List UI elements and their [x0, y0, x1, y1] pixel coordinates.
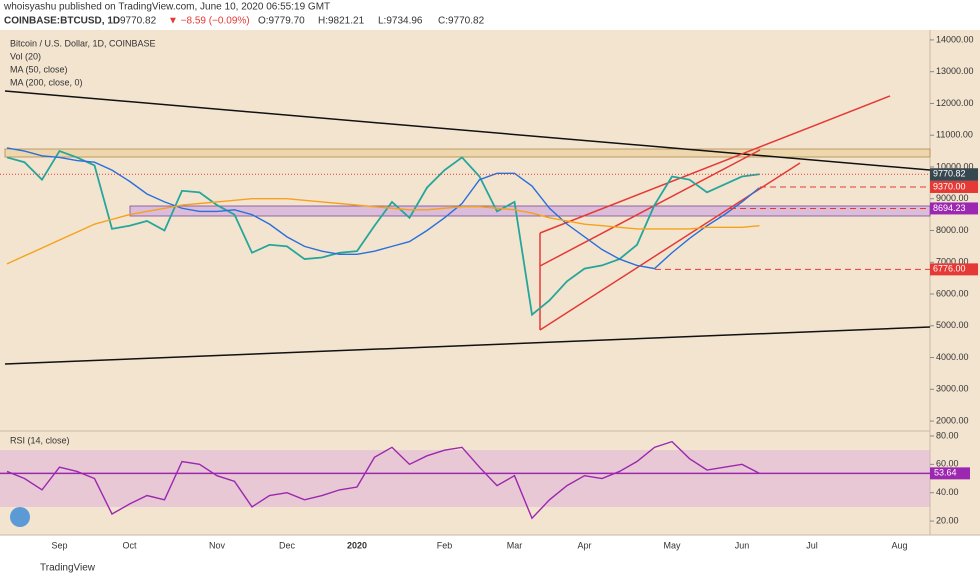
low: L:9734.96	[378, 16, 423, 27]
x-tick-label: 2020	[347, 540, 367, 550]
x-tick-label: Oct	[122, 540, 137, 550]
publisher: whoisyashu published on TradingView.com,…	[3, 2, 330, 13]
x-tick-label: Aug	[891, 540, 907, 550]
y-tick-label: 7000.00	[936, 257, 969, 267]
symbol-line: COINBASE:BTCUSD, 1D 9770.82 ▼ −8.59 (−0.…	[4, 16, 485, 27]
change: ▼ −8.59 (−0.09%)	[168, 16, 250, 27]
wedge-line	[539, 162, 801, 331]
legend-item: MA (50, close)	[10, 64, 68, 74]
legend-item: MA (200, close, 0)	[10, 77, 83, 87]
series-line	[6, 147, 760, 270]
resistance-zone	[4, 148, 931, 158]
wedge-line	[539, 149, 761, 267]
y-tick-label: 11000.00	[936, 130, 973, 140]
legend-item: Vol (20)	[10, 51, 41, 61]
last-price: 9770.82	[120, 16, 157, 27]
y-tick-label: 8000.00	[936, 225, 969, 235]
wedge-line	[539, 95, 891, 234]
x-tick-label: May	[663, 540, 681, 550]
rsi-band	[0, 450, 930, 507]
y-tick-label: 10000.00	[936, 161, 974, 171]
series-line	[6, 440, 760, 520]
y-tick-label: 2000.00	[936, 415, 969, 425]
high: H:9821.21	[318, 16, 365, 27]
axis-background	[930, 30, 980, 535]
y-tick-label: 14000.00	[936, 34, 974, 44]
y-tick-label: 20.00	[936, 515, 959, 525]
price-tag	[930, 168, 978, 181]
symbol: COINBASE:BTCUSD, 1D	[4, 16, 120, 27]
x-tick-label: Apr	[577, 540, 591, 550]
x-tick-label: Feb	[437, 540, 453, 550]
y-tick-label: 40.00	[936, 487, 959, 497]
series-line	[6, 198, 760, 265]
close: C:9770.82	[438, 16, 485, 27]
x-tick-label: Mar	[507, 540, 523, 550]
value-tag	[930, 467, 970, 480]
y-tick-label: 5000.00	[936, 320, 969, 330]
logo-button[interactable]	[10, 507, 30, 527]
y-tick-label: 80.00	[936, 430, 959, 440]
open: O:9779.70	[258, 16, 305, 27]
x-tick-label: Nov	[209, 540, 226, 550]
series-line	[6, 149, 760, 317]
price-tag	[930, 180, 978, 193]
price-tag-label: 6776.00	[933, 264, 966, 274]
trend-line	[4, 90, 931, 171]
legend-title: Bitcoin / U.S. Dollar, 1D, COINBASE	[10, 38, 156, 48]
x-tick-label: Jun	[735, 540, 750, 550]
x-tick-label: Jul	[806, 540, 818, 550]
y-tick-label: 6000.00	[936, 288, 969, 298]
price-tag-label: 9370.00	[933, 181, 966, 191]
y-tick-label: 9000.00	[936, 193, 969, 203]
pane-title: RSI (14, close)	[10, 435, 70, 445]
x-tick-label: Sep	[51, 540, 67, 550]
price-tag-label: 9770.82	[933, 169, 966, 179]
y-tick-label: 13000.00	[936, 66, 974, 76]
price-tag	[930, 202, 978, 215]
value-label: 53.64	[934, 468, 957, 478]
price-tag	[930, 263, 978, 276]
y-tick-label: 60.00	[936, 459, 959, 469]
y-tick-label: 3000.00	[936, 384, 969, 394]
footer-brand: TradingView	[40, 563, 96, 574]
y-tick-label: 4000.00	[936, 352, 969, 362]
y-tick-label: 12000.00	[936, 98, 974, 108]
trend-line	[4, 326, 931, 365]
x-tick-label: Dec	[279, 540, 296, 550]
price-tag-label: 8694.23	[933, 203, 966, 213]
